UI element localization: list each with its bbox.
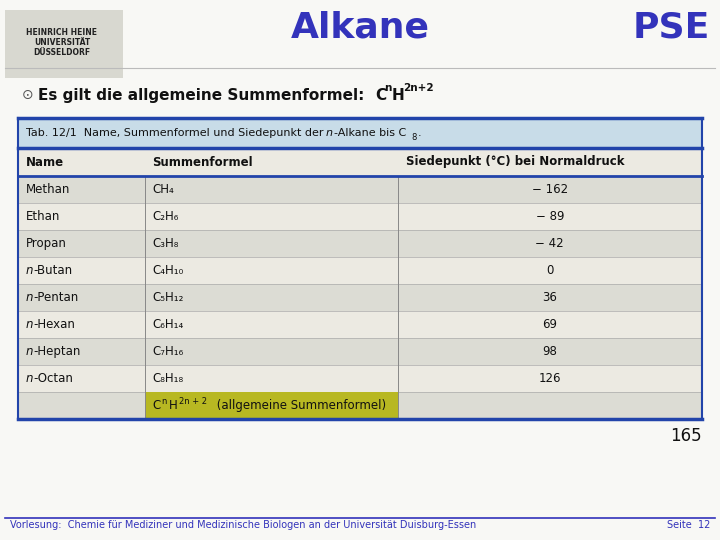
Text: -Hexan: -Hexan <box>33 318 75 331</box>
Text: HEINRICH HEINE: HEINRICH HEINE <box>27 28 97 37</box>
Text: Propan: Propan <box>26 237 67 250</box>
Text: C₇H₁₆: C₇H₁₆ <box>153 345 184 358</box>
Text: − 89: − 89 <box>536 210 564 223</box>
Text: n: n <box>26 372 34 385</box>
Text: C₆H₁₄: C₆H₁₄ <box>153 318 184 331</box>
Text: ⊙: ⊙ <box>22 88 34 102</box>
Text: Vorlesung:  Chemie für Mediziner und Medizinische Biologen an der Universität Du: Vorlesung: Chemie für Mediziner und Medi… <box>10 520 476 530</box>
FancyBboxPatch shape <box>18 338 702 365</box>
FancyBboxPatch shape <box>18 203 702 230</box>
Text: Siedepunkt (°C) bei Normaldruck: Siedepunkt (°C) bei Normaldruck <box>405 156 624 168</box>
FancyBboxPatch shape <box>18 148 702 176</box>
Text: -Heptan: -Heptan <box>33 345 81 358</box>
Text: C: C <box>375 88 386 103</box>
Text: -Alkane bis C: -Alkane bis C <box>334 128 406 138</box>
Text: Seite  12: Seite 12 <box>667 520 710 530</box>
Text: n: n <box>161 397 167 406</box>
Text: 69: 69 <box>542 318 557 331</box>
Text: n: n <box>26 264 34 277</box>
Text: 126: 126 <box>539 372 561 385</box>
FancyBboxPatch shape <box>5 10 123 78</box>
Text: C₄H₁₀: C₄H₁₀ <box>153 264 184 277</box>
Text: n: n <box>326 128 333 138</box>
Text: 2n+2: 2n+2 <box>403 83 433 93</box>
FancyBboxPatch shape <box>18 118 702 148</box>
Text: PSE: PSE <box>633 10 710 44</box>
Text: n: n <box>384 83 392 93</box>
Text: .: . <box>418 128 422 138</box>
Text: C: C <box>153 399 161 412</box>
Text: -Pentan: -Pentan <box>33 291 78 304</box>
Text: C₃H₈: C₃H₈ <box>153 237 179 250</box>
Text: CH₄: CH₄ <box>153 183 174 196</box>
FancyBboxPatch shape <box>18 311 702 338</box>
FancyBboxPatch shape <box>145 392 397 419</box>
FancyBboxPatch shape <box>18 392 702 419</box>
FancyBboxPatch shape <box>18 230 702 257</box>
Text: 0: 0 <box>546 264 554 277</box>
FancyBboxPatch shape <box>18 284 702 311</box>
FancyBboxPatch shape <box>18 257 702 284</box>
Text: DÜSSELDORF: DÜSSELDORF <box>33 48 91 57</box>
Text: (allgemeine Summenformel): (allgemeine Summenformel) <box>212 399 386 412</box>
Text: 98: 98 <box>542 345 557 358</box>
Text: Methan: Methan <box>26 183 71 196</box>
Text: H: H <box>168 399 177 412</box>
Text: C₈H₁₈: C₈H₁₈ <box>153 372 184 385</box>
Text: Name: Name <box>26 156 64 168</box>
Text: C₂H₆: C₂H₆ <box>153 210 179 223</box>
Text: n: n <box>26 318 34 331</box>
Text: − 162: − 162 <box>532 183 568 196</box>
Text: Ethan: Ethan <box>26 210 60 223</box>
FancyBboxPatch shape <box>18 176 702 203</box>
Text: 165: 165 <box>670 427 702 445</box>
Text: -Butan: -Butan <box>33 264 72 277</box>
Text: n: n <box>26 345 34 358</box>
Text: 8: 8 <box>411 132 416 141</box>
Text: 36: 36 <box>542 291 557 304</box>
FancyBboxPatch shape <box>18 365 702 392</box>
Text: Tab. 12/1  Name, Summenformel und Siedepunkt der: Tab. 12/1 Name, Summenformel und Siedepu… <box>26 128 327 138</box>
Text: Summenformel: Summenformel <box>153 156 253 168</box>
Text: 2n + 2: 2n + 2 <box>179 397 207 406</box>
Text: C₅H₁₂: C₅H₁₂ <box>153 291 184 304</box>
Text: UNIVERSITÄT: UNIVERSITÄT <box>34 38 90 47</box>
Text: − 42: − 42 <box>536 237 564 250</box>
Text: Alkane: Alkane <box>290 10 430 44</box>
Text: H: H <box>392 88 405 103</box>
Text: n: n <box>26 291 34 304</box>
Text: Es gilt die allgemeine Summenformel:: Es gilt die allgemeine Summenformel: <box>38 88 369 103</box>
Text: -Octan: -Octan <box>33 372 73 385</box>
